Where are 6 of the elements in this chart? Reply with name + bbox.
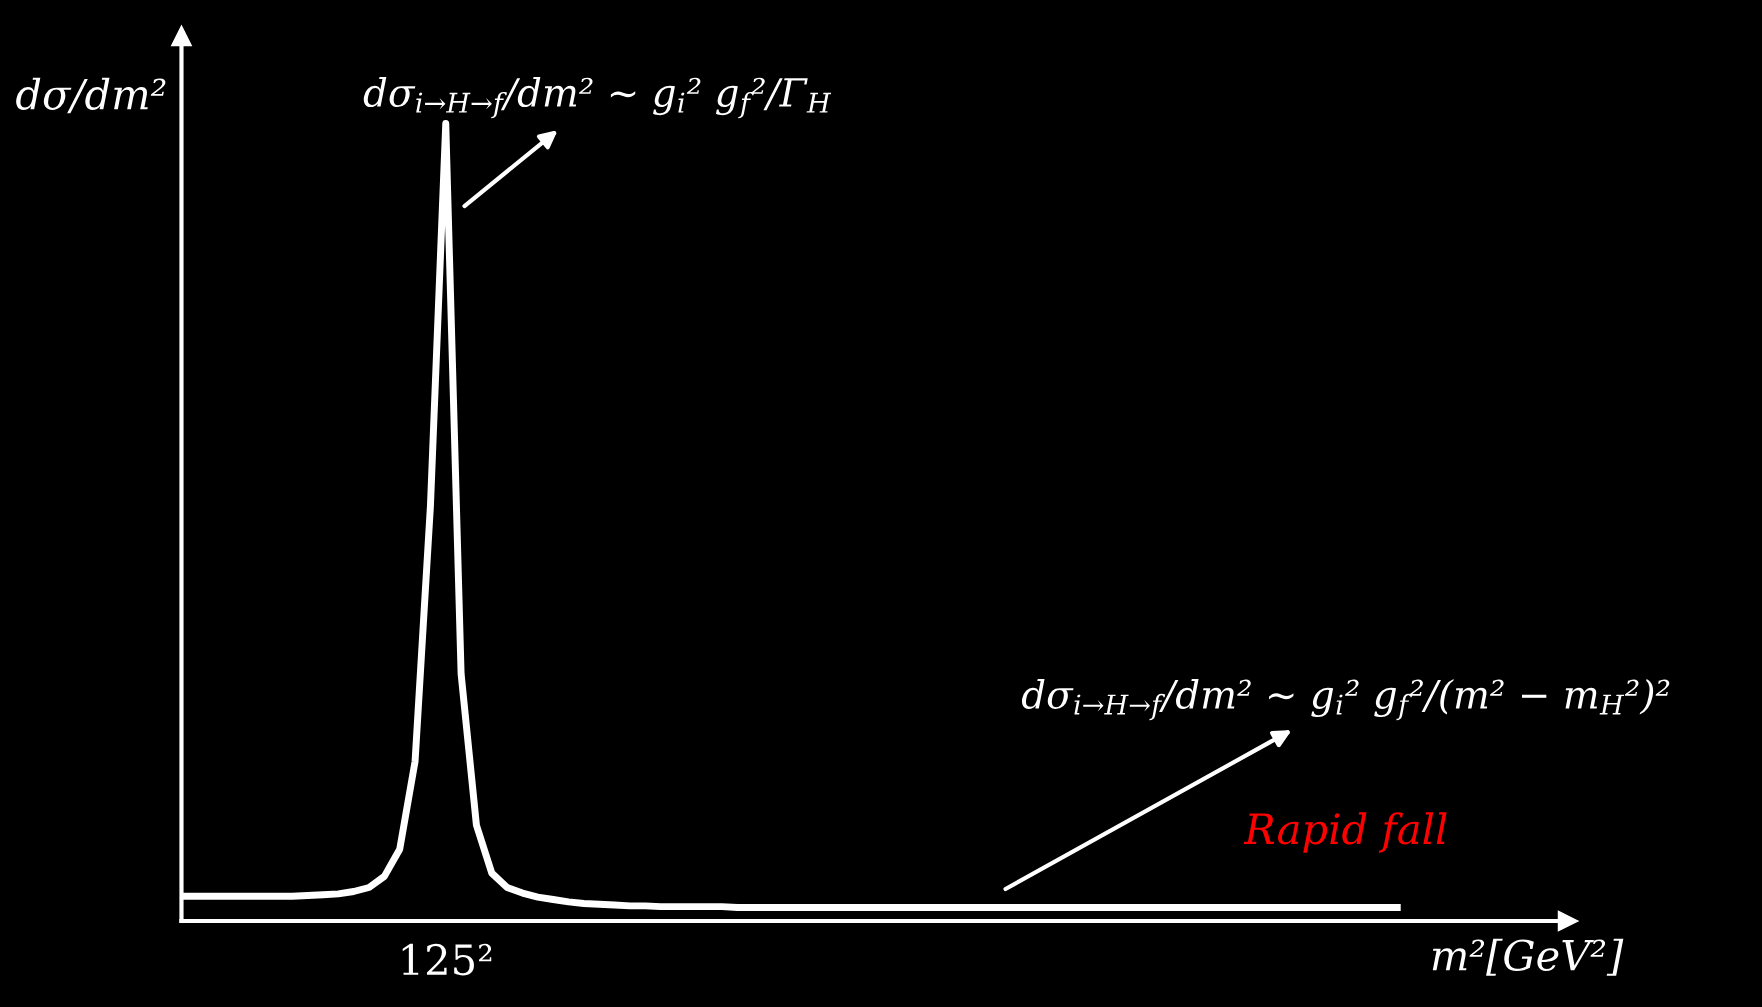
text: dσ$_{i→H→f}$/dm² ~ g$_{i}$² g$_{f}$²/Γ$_{H}$ [363, 77, 832, 119]
annotation: Rapid fall [1243, 812, 1447, 853]
y-axis-title: dσ/dm² [16, 77, 166, 114]
text: dσ$_{i→H→f}$/dm² ~ g$_{i}$² g$_{f}$²/(m² − m$_{H}$²)² [1021, 678, 1670, 721]
text: 125² [402, 943, 492, 976]
x-axis-title: m²[GeV²] [1432, 938, 1624, 976]
